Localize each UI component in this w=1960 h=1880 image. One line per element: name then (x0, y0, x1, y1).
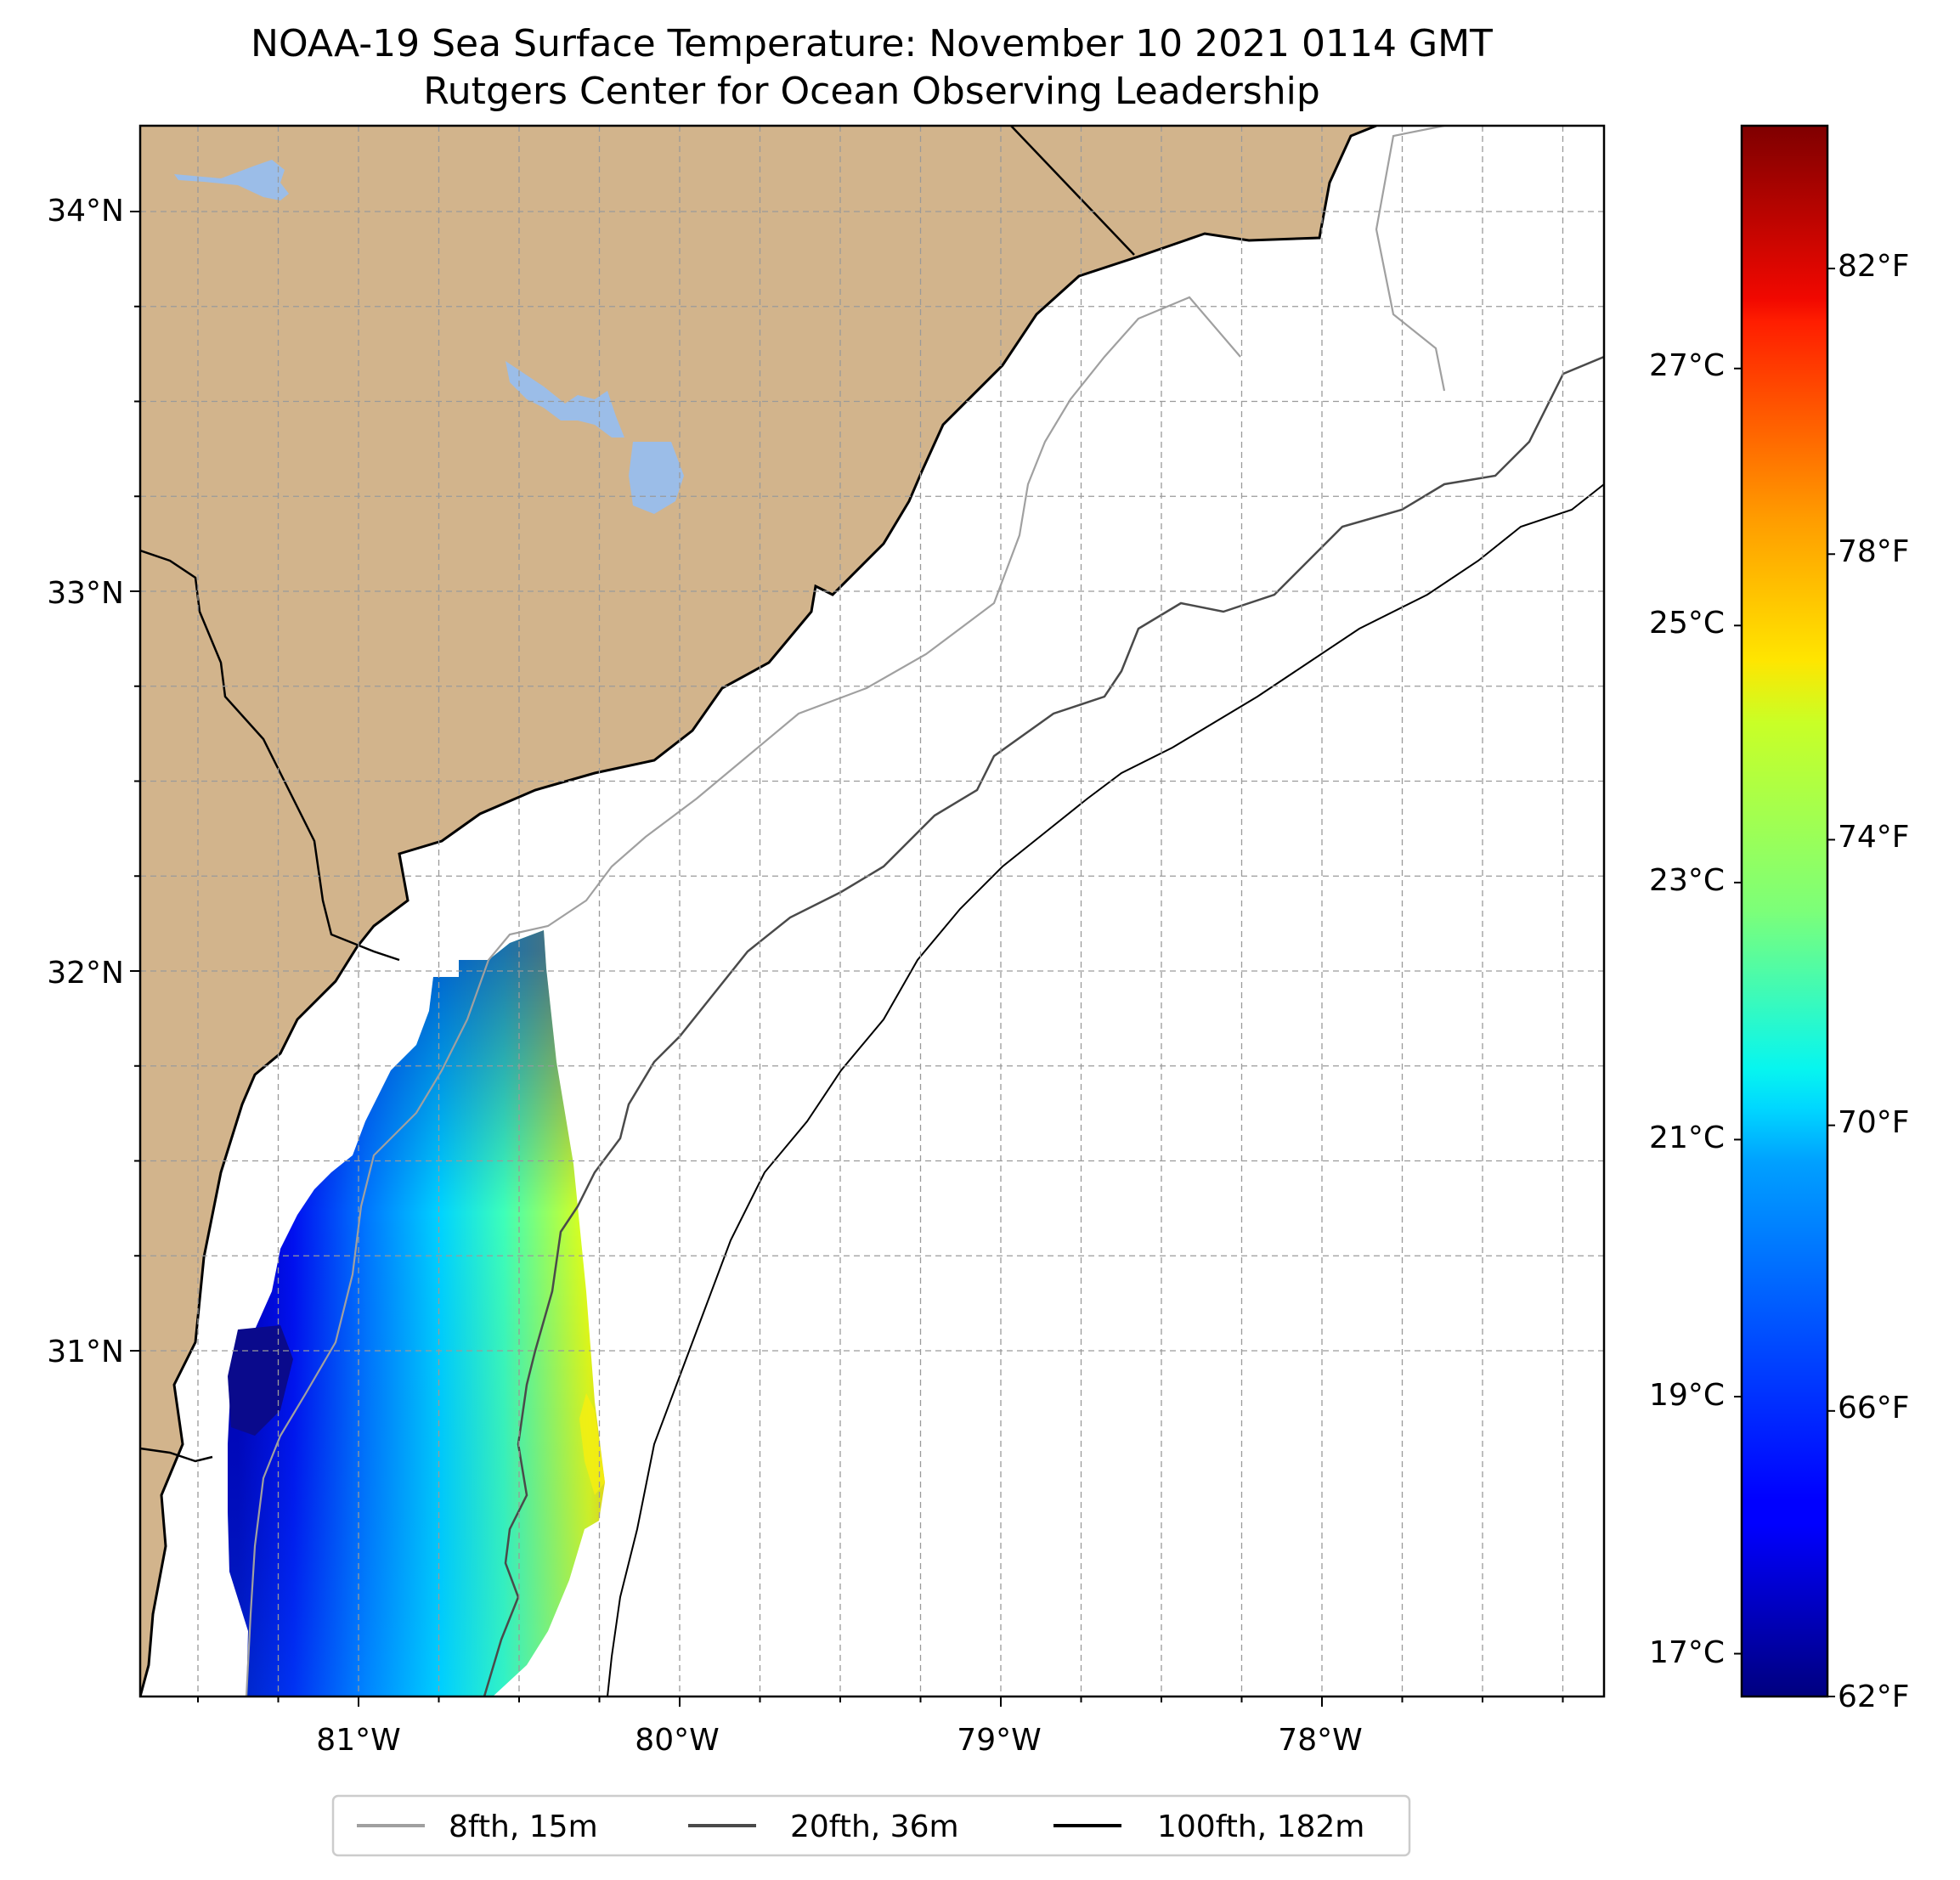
isobath-20fth (483, 355, 1604, 1697)
state-boundary-sc-ga (140, 549, 400, 962)
legend: 8fth, 15m 20fth, 36m 100fth, 182m (331, 1794, 1411, 1857)
isobath-8fth (245, 126, 1446, 1697)
colorbar-f-label: 78°F (1838, 534, 1910, 569)
legend-box (331, 1794, 1411, 1857)
axis-ticks (130, 211, 1564, 1707)
isobath-100fth (607, 483, 1604, 1697)
sst-nearshore-cold-pocket (228, 1325, 293, 1436)
colorbar-f-label: 62°F (1838, 1680, 1910, 1714)
lat-tick-label: 34°N (47, 194, 124, 229)
coastline (140, 126, 1377, 1697)
colorbar-gradient (1740, 124, 1829, 1698)
map-panel: 34°N 33°N 32°N 31°N 81°W 80°W 79°W 78°W (47, 124, 1606, 1758)
colorbar-f-label: 70°F (1838, 1105, 1910, 1140)
lon-tick-label: 80°W (635, 1723, 719, 1758)
colorbar-fahrenheit-labels: 82°F 78°F 74°F 70°F 66°F 62°F (1838, 249, 1910, 1714)
colorbar-c-label: 25°C (1649, 606, 1725, 641)
map-gridlines (140, 126, 1604, 1697)
longitude-axis: 81°W 80°W 79°W 78°W (316, 1723, 1362, 1758)
state-boundary-nc-sc (1010, 126, 1135, 256)
title-line-1: NOAA-19 Sea Surface Temperature: Novembe… (251, 22, 1493, 65)
colorbar-f-label: 82°F (1838, 249, 1910, 284)
legend-label-8fth: 8fth, 15m (449, 1809, 598, 1844)
lat-tick-label: 32°N (47, 956, 124, 991)
state-boundary-ga-fl (140, 1447, 213, 1463)
lat-tick-label: 31°N (47, 1335, 124, 1369)
sst-warm-edge (579, 1393, 605, 1495)
colorbar-c-label: 27°C (1649, 348, 1725, 383)
colorbar-c-label: 23°C (1649, 863, 1725, 898)
colorbar-ticks (1734, 268, 1835, 1697)
lon-tick-label: 78°W (1278, 1723, 1362, 1758)
colorbar-c-label: 21°C (1649, 1121, 1725, 1155)
sst-cold-fringe (228, 930, 605, 1697)
colorbar-c-label: 17°C (1649, 1635, 1725, 1670)
legend-label-20fth: 20fth, 36m (790, 1809, 959, 1844)
lon-tick-label: 79°W (957, 1723, 1041, 1758)
lat-tick-label: 33°N (47, 576, 124, 611)
lake-marion-moultrie (506, 361, 684, 514)
title-line-2: Rutgers Center for Ocean Observing Leade… (423, 70, 1320, 113)
lon-tick-label: 81°W (316, 1723, 400, 1758)
latitude-axis: 34°N 33°N 32°N 31°N (47, 194, 124, 1369)
colorbar-f-label: 74°F (1838, 820, 1910, 855)
map-frame (138, 124, 1606, 1698)
colorbar-celsius-labels: 27°C 25°C 23°C 21°C 19°C 17°C (1649, 348, 1725, 1670)
land-mass (140, 126, 1376, 1697)
legend-label-100fth: 100fth, 182m (1157, 1809, 1364, 1844)
lake-northwest (174, 160, 289, 200)
colorbar-c-label: 19°C (1649, 1378, 1725, 1413)
colorbar-f-label: 66°F (1838, 1391, 1910, 1426)
colorbar: 82°F 78°F 74°F 70°F 66°F 62°F 27°C 25°C … (1649, 124, 1910, 1714)
